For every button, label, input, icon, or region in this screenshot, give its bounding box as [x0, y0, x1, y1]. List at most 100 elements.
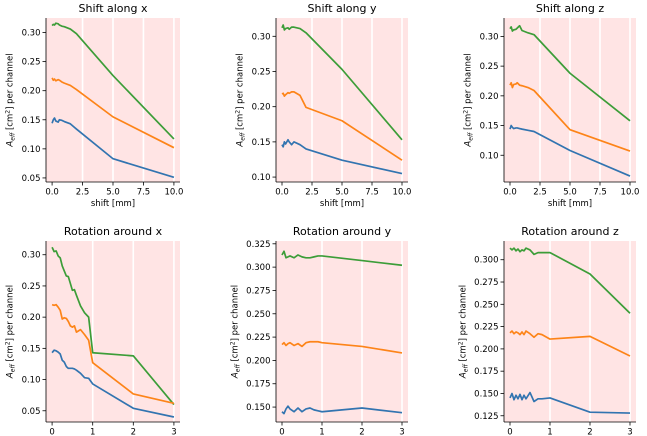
chart-title: Shift along y — [308, 2, 377, 15]
y-tick-label: 0.125 — [474, 412, 498, 422]
y-tick-label: 0.10 — [480, 151, 499, 161]
y-axis-label: Aeff [cm2] per channel — [458, 285, 470, 379]
x-tick-label: 0 — [279, 428, 284, 436]
y-tick-label: 0.25 — [480, 62, 499, 72]
y-tick-label: 0.20 — [22, 313, 41, 323]
x-tick-label: 3 — [171, 428, 176, 436]
x-tick-label: 0.0 — [503, 188, 517, 198]
x-tick-label: 10.0 — [393, 188, 412, 198]
plot-area — [46, 241, 180, 422]
y-tick-label: 0.15 — [22, 116, 41, 126]
x-tick-label: 2.5 — [76, 188, 90, 198]
y-tick-label: 0.20 — [22, 87, 41, 97]
series-line-blue — [509, 391, 631, 414]
x-axis-label: shift [mm] — [548, 199, 592, 209]
x-tick-label: 2 — [587, 428, 592, 436]
y-tick-label: 0.10 — [22, 145, 41, 155]
y-tick-label: 0.10 — [22, 376, 41, 386]
x-tick-label: 7.5 — [365, 188, 379, 198]
series-line-blue — [281, 405, 403, 415]
y-axis-label: Aeff [cm2] per channel — [463, 53, 475, 147]
chart-shift-x: 0.0 2.5 5.0 7.5 10.0 0.05 0.10 0.15 0.20 0.25 0.30… — [5, 2, 184, 209]
y-tick-label: 0.05 — [22, 407, 41, 417]
chart-shift-y: 0.0 2.5 5.0 7.5 10.0 0.10 0.15 0.20 0.25 0.30 Shif… — [235, 2, 412, 209]
series-line-green — [509, 24, 631, 122]
x-tick-label: 0 — [49, 428, 54, 436]
y-tick-label: 0.30 — [22, 251, 41, 261]
y-tick-label: 0.25 — [22, 282, 41, 292]
x-tick-label: 1 — [90, 428, 95, 436]
x-tick-label: 3 — [627, 428, 632, 436]
series-line-green — [281, 250, 403, 267]
y-axis-label: Aeff [cm2] per channel — [235, 53, 247, 147]
y-tick-label: 0.175 — [246, 380, 270, 390]
x-tick-label: 10.0 — [621, 188, 640, 198]
series-line-green — [281, 24, 403, 141]
y-tick-label: 0.20 — [252, 103, 271, 113]
y-tick-label: 0.30 — [480, 32, 499, 42]
y-axis-label: Aeff [cm2] per channel — [5, 285, 17, 379]
chart-title: Rotation around z — [521, 225, 619, 238]
y-axis-label: Aeff [cm2] per channel — [230, 285, 242, 379]
y-tick-label: 0.275 — [246, 286, 270, 296]
y-tick-label: 0.20 — [480, 92, 499, 102]
x-tick-label: 0.0 — [275, 188, 289, 198]
y-tick-label: 0.250 — [474, 300, 498, 310]
series-line-orange — [281, 91, 403, 161]
series-line-green — [51, 246, 175, 406]
chart-title: Rotation around y — [293, 225, 392, 238]
y-tick-label: 0.200 — [474, 345, 498, 355]
y-tick-label: 0.25 — [22, 58, 41, 68]
y-tick-label: 0.175 — [474, 367, 498, 377]
series-line-green — [509, 247, 631, 314]
y-tick-label: 0.30 — [22, 29, 41, 39]
plot-area — [276, 241, 408, 422]
x-tick-label: 5.0 — [563, 188, 577, 198]
y-tick-label: 0.15 — [480, 122, 499, 132]
y-tick-label: 0.225 — [474, 323, 498, 333]
y-tick-label: 0.325 — [246, 240, 270, 250]
x-tick-label: 5.0 — [335, 188, 349, 198]
x-tick-label: 1 — [547, 428, 552, 436]
x-tick-label: 2.5 — [533, 188, 547, 198]
chart-rotation-y: 0 1 2 3 0.150 0.175 0.200 0.225 0.250 0.275 0.300 0… — [230, 225, 408, 436]
series-line-blue — [51, 117, 175, 179]
x-tick-label: 1 — [319, 428, 324, 436]
y-tick-label: 0.275 — [474, 278, 498, 288]
series-line-orange — [51, 303, 175, 405]
y-tick-label: 0.15 — [252, 138, 271, 148]
y-tick-label: 0.15 — [22, 344, 41, 354]
x-tick-label: 5.0 — [106, 188, 120, 198]
y-tick-label: 0.225 — [246, 333, 270, 343]
x-tick-label: 7.5 — [593, 188, 607, 198]
series-line-blue — [51, 349, 175, 418]
x-tick-label: 0 — [507, 428, 512, 436]
series-line-orange — [281, 340, 403, 354]
x-axis-label: shift [mm] — [320, 199, 364, 209]
series-line-orange — [509, 81, 631, 152]
x-tick-label: 2 — [131, 428, 136, 436]
x-tick-label: 10.0 — [164, 188, 183, 198]
series-line-orange — [51, 77, 175, 149]
chart-title: Rotation around x — [64, 225, 163, 238]
y-axis-label: Aeff [cm2] per channel — [5, 53, 17, 147]
series-line-orange — [509, 330, 631, 357]
y-tick-label: 0.200 — [246, 356, 270, 366]
x-tick-label: 0.0 — [45, 188, 59, 198]
series-line-blue — [281, 138, 403, 175]
y-tick-label: 0.25 — [252, 67, 271, 77]
chart-title: Shift along z — [536, 2, 604, 15]
chart-rotation-x: 0 1 2 3 0.05 0.10 0.15 0.20 0.25 0.30 Rotation aro… — [5, 225, 180, 436]
y-tick-label: 0.30 — [252, 32, 271, 42]
y-tick-label: 0.150 — [474, 389, 498, 399]
x-axis-label: shift [mm] — [91, 199, 135, 209]
y-tick-label: 0.05 — [22, 174, 41, 184]
x-tick-label: 2.5 — [305, 188, 319, 198]
y-tick-label: 0.150 — [246, 403, 270, 413]
chart-rotation-z: 0 1 2 3 0.125 0.150 0.175 0.200 0.225 0.250 0.275 0… — [458, 225, 636, 436]
series-line-green — [51, 22, 175, 140]
y-tick-label: 0.300 — [474, 256, 498, 266]
x-tick-label: 3 — [399, 428, 404, 436]
y-tick-label: 0.250 — [246, 310, 270, 320]
